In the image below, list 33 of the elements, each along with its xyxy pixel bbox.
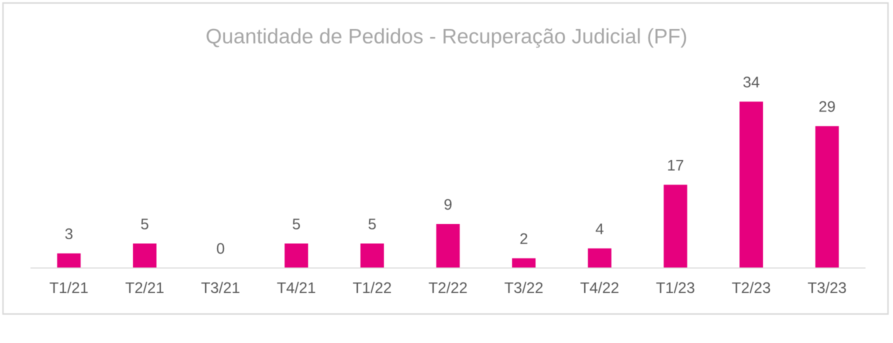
data-label: 17 <box>668 160 684 171</box>
bar <box>284 244 308 268</box>
x-tick-label: T1/22 <box>352 282 391 294</box>
bar <box>815 126 839 268</box>
bar <box>740 102 764 268</box>
x-tick-label: T2/23 <box>732 282 770 294</box>
data-label: 3 <box>65 228 72 240</box>
data-label: 5 <box>141 218 148 230</box>
data-label: 29 <box>819 101 835 112</box>
bar <box>436 224 460 268</box>
x-tick-label: T1/23 <box>656 282 694 294</box>
data-label: 34 <box>743 76 760 88</box>
x-tick-label: T4/22 <box>580 282 618 294</box>
x-tick-label: T2/21 <box>126 282 164 294</box>
x-tick-label: T3/22 <box>504 282 543 294</box>
bar <box>57 253 81 268</box>
bar <box>664 184 688 268</box>
data-label: 2 <box>520 233 528 244</box>
x-tick-label: T3/21 <box>201 282 240 294</box>
x-tick-label: T2/22 <box>428 282 467 294</box>
x-tick-label: T4/21 <box>277 282 316 294</box>
data-label: 4 <box>596 224 604 234</box>
data-label: 0 <box>216 243 224 254</box>
data-label: 5 <box>368 218 376 230</box>
x-tick-label: T1/21 <box>50 282 88 294</box>
chart-title: Quantidade de Pedidos - Recuperação Judicial (PF) <box>206 28 686 48</box>
bar <box>588 248 612 268</box>
bar <box>132 244 156 268</box>
bar <box>512 258 536 268</box>
x-tick-label: T3/23 <box>808 282 846 294</box>
data-label: 5 <box>292 218 300 230</box>
data-label: 9 <box>444 199 452 210</box>
bar <box>360 244 384 268</box>
